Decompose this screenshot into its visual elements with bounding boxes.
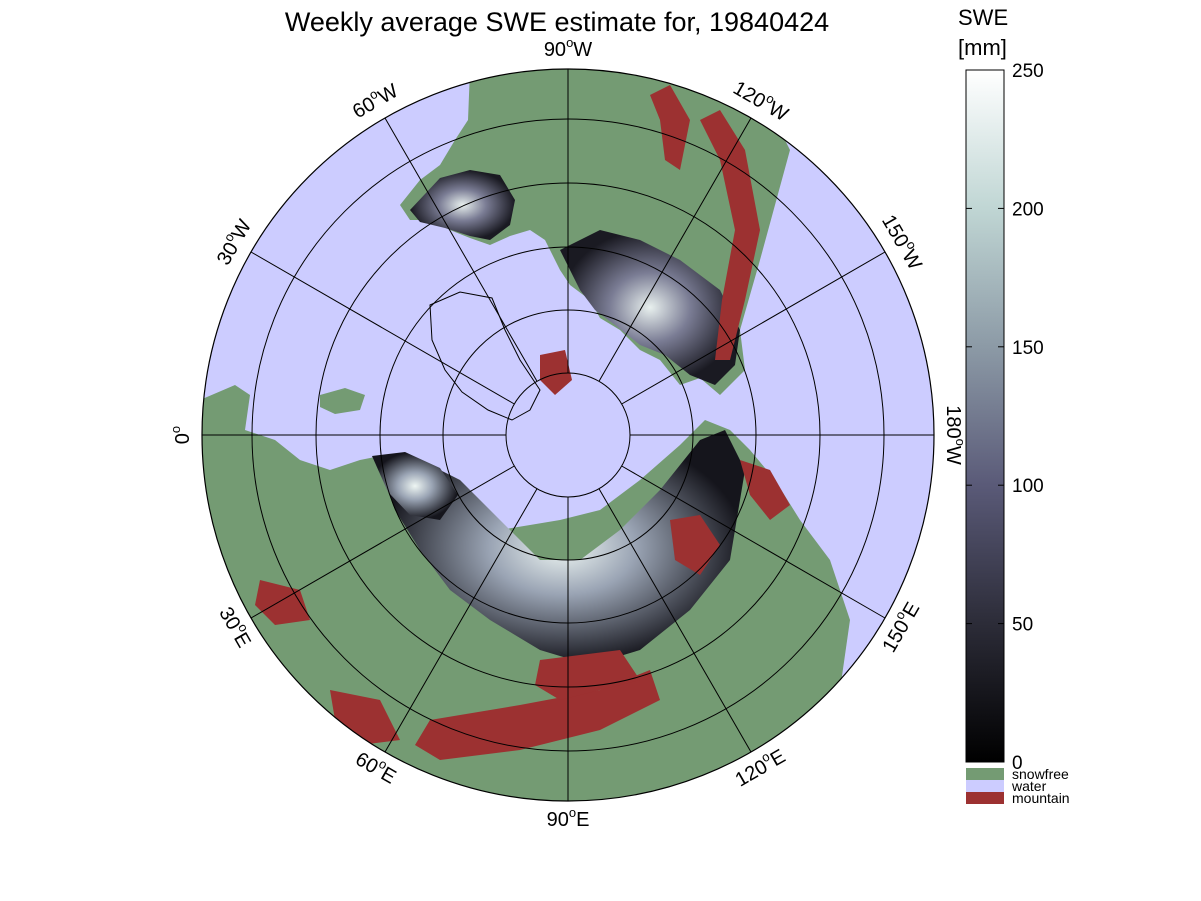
longitude-label: 180oW [942,405,969,465]
greenland-landmass [429,291,541,421]
colorbar-gradient [965,69,1005,763]
longitude-label: 90oW [544,35,592,62]
colorbar-unit: [mm] [958,35,1007,60]
meridian-lines [202,69,934,801]
iceland-landmass [320,388,365,414]
western-mountains [650,85,690,170]
meridian-line [250,251,515,405]
colorbar-tick-label: 200 [1012,199,1044,220]
tibet-mountains [535,650,640,700]
siberia-snowpack [380,430,745,665]
map-border [201,68,935,802]
meridian-line [621,465,886,619]
canada-snowpack [560,230,740,385]
longitude-label: 90oE [547,805,590,832]
colorbar-unit-name: SWE [958,5,1008,30]
category-swatch-mountain [966,792,1004,804]
category-swatch-snowfree [966,768,1004,780]
meridian-line [384,488,538,753]
alps-mountains [255,580,310,625]
longitude-label: 0o [168,426,195,444]
polar-map: 90oW120oW150oW180oW150oE120oE90oE60oE30o… [168,35,969,832]
greenland-east-mountains [540,350,572,395]
colorbar-tick-label: 150 [1012,338,1044,359]
colorbar: SWE [mm] 0 50 100 150 200 250 snowfreewatermo… [958,5,1070,806]
scandinavia-snowpack [372,452,458,520]
colorbar-tick-label: 250 [1012,61,1044,82]
colorbar-tick-label: 0 [1012,753,1023,774]
category-swatch-water [966,780,1004,792]
category-label-water: water [1011,778,1047,794]
north-america-snowpack [410,170,515,240]
meridian-line [621,251,886,405]
rockies-mountains [700,110,760,360]
east-siberia-mountains [670,515,720,575]
meridian-line [384,117,538,382]
meridian-line [598,117,752,382]
kamchatka-mountains [740,460,790,520]
category-label-snowfree: snowfree [1012,766,1069,782]
category-label-mountain: mountain [1012,790,1070,806]
colorbar-tick-label: 50 [1012,615,1033,636]
colorbar-ticks: 0 50 100 150 200 250 [966,61,1044,774]
meridian-line [250,465,515,619]
meridian-line [598,488,752,753]
chart-title: Weekly average SWE estimate for, 1984042… [285,7,829,37]
colorbar-tick-label: 100 [1012,476,1044,497]
